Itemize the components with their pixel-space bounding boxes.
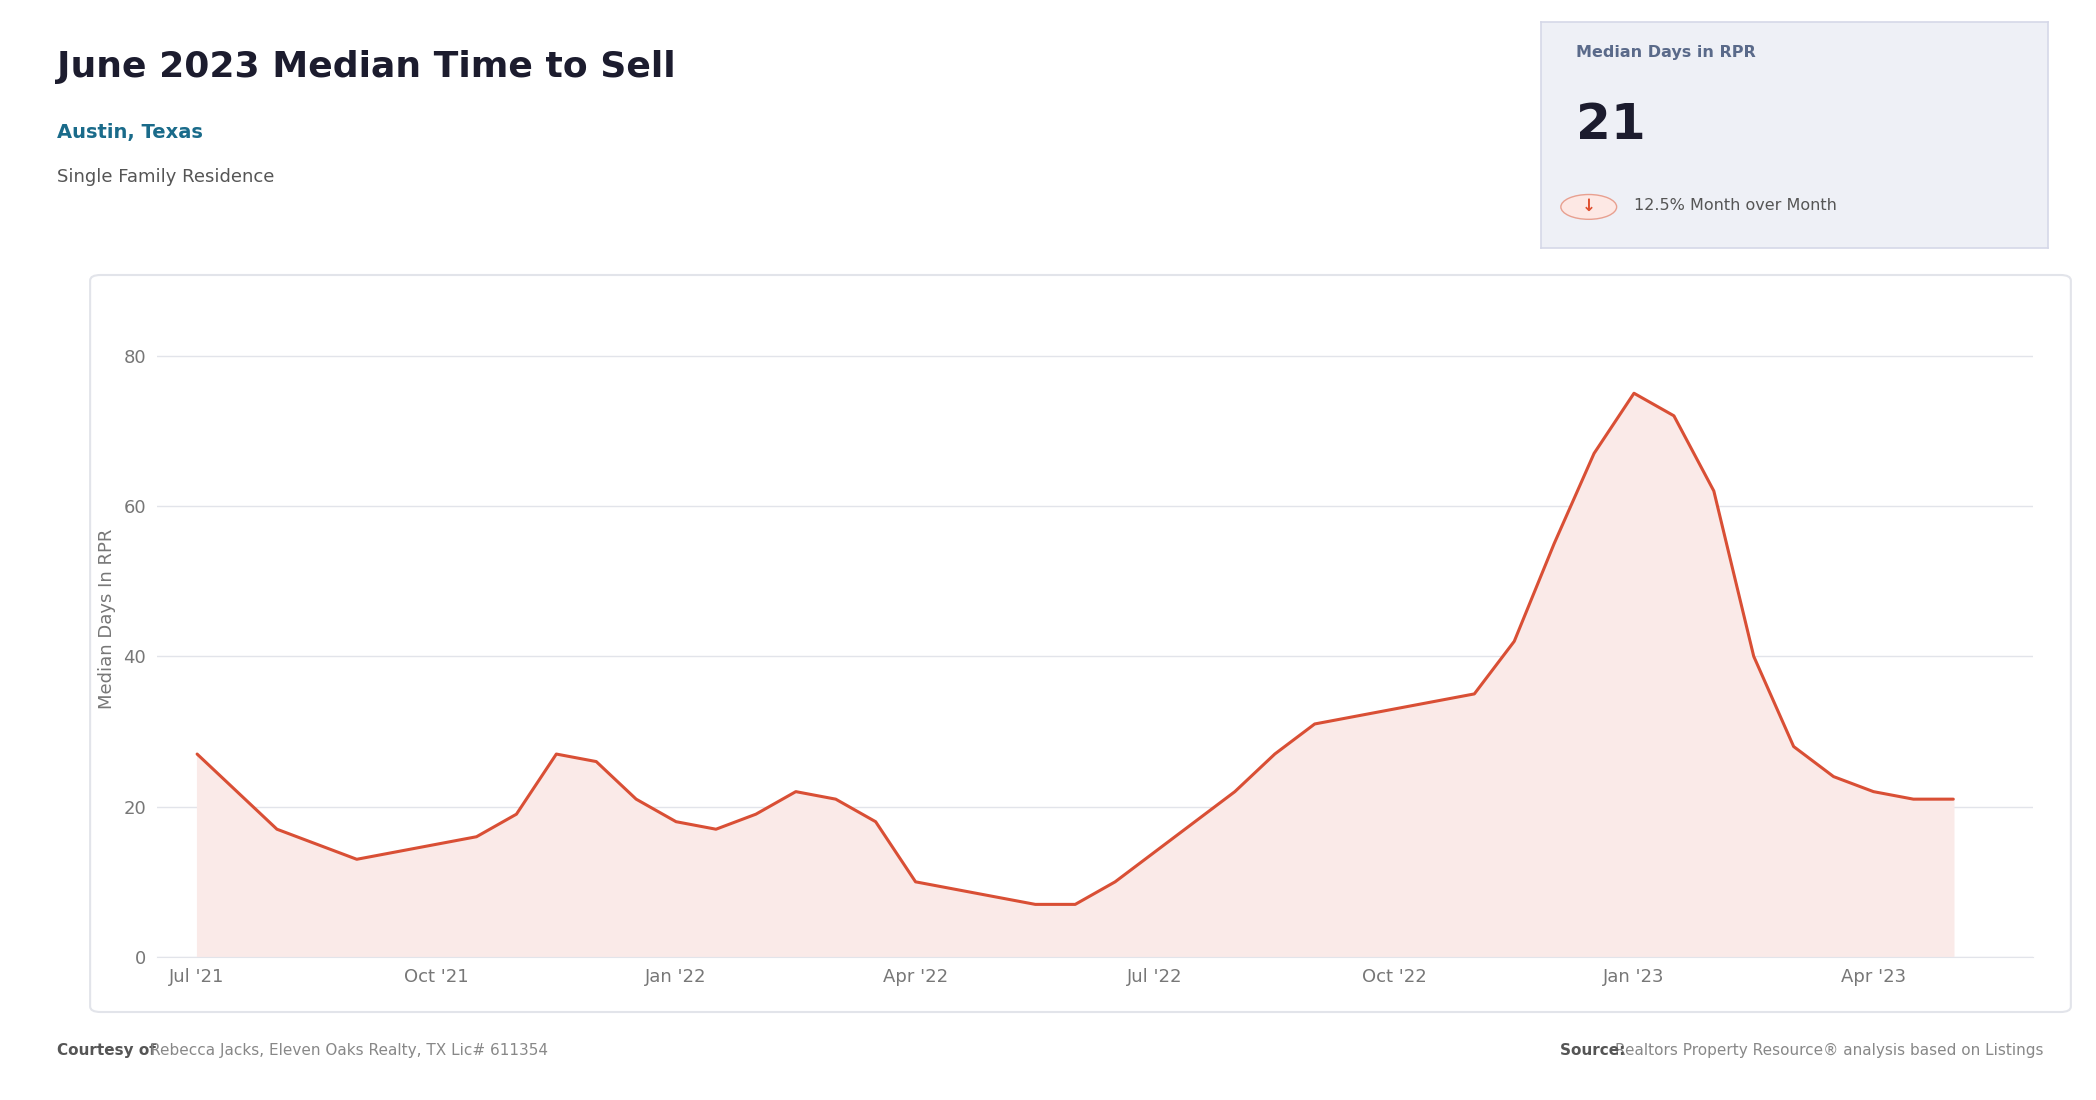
Text: Realtors Property Resource® analysis based on Listings: Realtors Property Resource® analysis bas… [1616,1043,2044,1058]
Y-axis label: Median Days In RPR: Median Days In RPR [99,529,115,708]
Text: Single Family Residence: Single Family Residence [57,168,275,186]
Text: 21: 21 [1576,101,1645,148]
Text: Source:: Source: [1559,1043,1631,1058]
Text: Median Days in RPR: Median Days in RPR [1576,44,1756,59]
Text: Courtesy of: Courtesy of [57,1043,161,1058]
Text: Rebecca Jacks, Eleven Oaks Realty, TX Lic# 611354: Rebecca Jacks, Eleven Oaks Realty, TX Li… [151,1043,549,1058]
Text: 12.5% Month over Month: 12.5% Month over Month [1635,198,1838,213]
Text: Austin, Texas: Austin, Texas [57,123,203,142]
Text: June 2023 Median Time to Sell: June 2023 Median Time to Sell [57,50,675,84]
Text: ↓: ↓ [1582,197,1595,215]
Circle shape [1562,195,1616,219]
